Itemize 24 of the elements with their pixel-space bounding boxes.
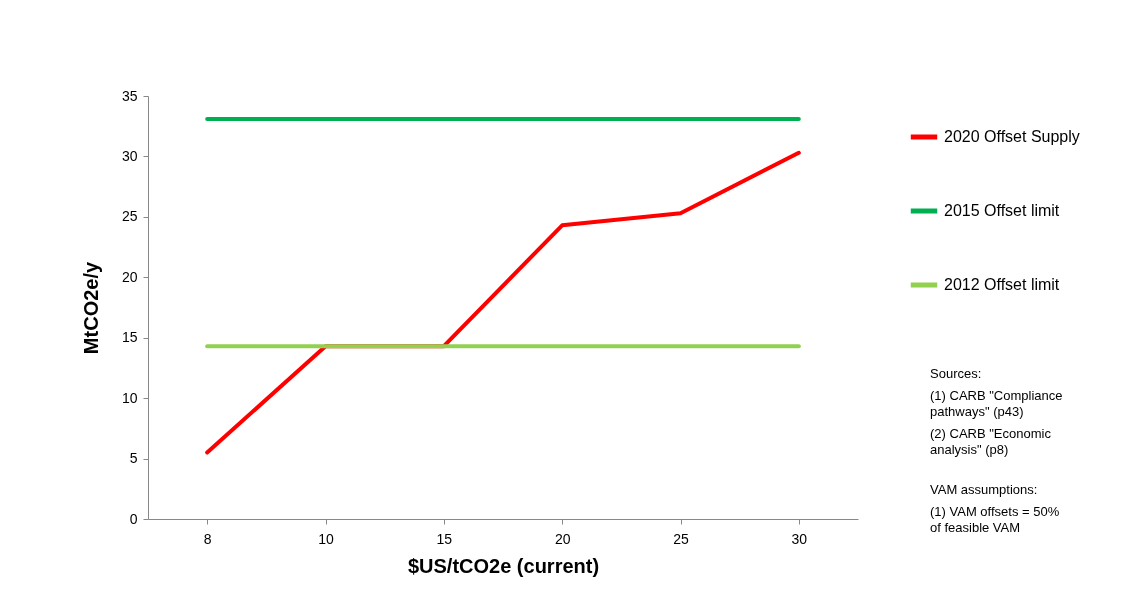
y-tick-label: 15 xyxy=(121,329,138,346)
x-tick-label: 25 xyxy=(673,530,689,547)
text: (1) VAM offsets = 50% of feasible VAM xyxy=(930,504,1060,535)
x-tick-label: 20 xyxy=(554,530,571,547)
y-axis-title: MtCO2e/y xyxy=(79,261,102,355)
x-tick-label: 15 xyxy=(436,530,453,547)
x-tick-label: 30 xyxy=(791,530,808,547)
source-note: Sources: xyxy=(930,366,982,381)
y-tick-label: 30 xyxy=(121,147,138,164)
legend-label: 2012 Offset limit xyxy=(944,276,1060,293)
y-tick-label: 20 xyxy=(121,268,138,285)
legend-label: 2020 Offset Supply xyxy=(944,128,1080,145)
text: VAM assumptions: xyxy=(930,482,1038,497)
text: (1) CARB "Compliance pathways" (p43) xyxy=(930,388,1063,419)
x-axis-title: $US/tCO2e (current) xyxy=(407,554,600,577)
x-tick-label: 10 xyxy=(318,530,334,547)
y-tick-label: 25 xyxy=(121,208,138,225)
legend-label: 2015 Offset limit xyxy=(944,202,1060,219)
y-tick-label: 35 xyxy=(121,87,138,104)
x-tick-label: 8 xyxy=(203,530,212,547)
text: (2) CARB "Economic analysis" (p8) xyxy=(930,426,1052,457)
y-tick-label: 0 xyxy=(129,510,138,527)
y-tick-label: 10 xyxy=(121,389,138,406)
y-tick-label: 5 xyxy=(129,450,138,467)
